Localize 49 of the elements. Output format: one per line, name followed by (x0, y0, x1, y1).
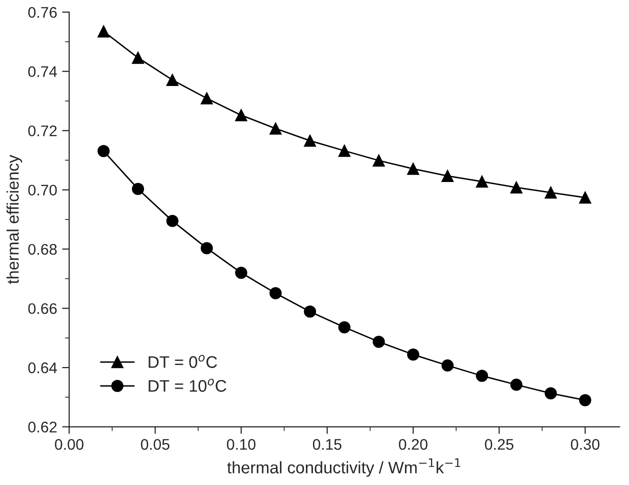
y-axis-title: thermal efficiency (6, 154, 22, 284)
point (441, 170, 454, 182)
y-tick-label: 0.70 (28, 184, 57, 196)
point (407, 348, 420, 361)
point (372, 336, 385, 348)
point (98, 25, 110, 38)
x-tick-label: 0.30 (570, 439, 600, 450)
point (304, 134, 316, 147)
y-tick-label: 0.62 (28, 422, 57, 432)
point (544, 186, 557, 199)
point (579, 394, 592, 406)
y-tick-label: 0.66 (28, 303, 57, 314)
point (132, 52, 144, 64)
point (372, 154, 385, 167)
x-tick-label: 0.00 (54, 439, 84, 450)
x-axis-title: thermal conductivity / Wm$^{−1}$k$^{−1}$ (227, 458, 460, 477)
y-tick-label: 0.64 (28, 362, 57, 374)
point (338, 321, 350, 334)
x-tick-label: 0.20 (398, 439, 428, 450)
point (235, 266, 248, 279)
point (270, 287, 282, 300)
y-tick-label: 0.76 (28, 6, 57, 18)
point (304, 306, 316, 318)
point (200, 92, 213, 104)
y-tick-label: 0.72 (28, 125, 57, 136)
point (510, 181, 522, 194)
point (270, 122, 282, 135)
x-tick-label: 0.15 (312, 439, 342, 450)
point (476, 175, 488, 188)
point (510, 378, 522, 391)
point (235, 109, 248, 122)
x-tick-label: 0.10 (226, 439, 256, 450)
y-tick-label: 0.68 (28, 244, 57, 255)
point (166, 214, 178, 228)
point (338, 144, 350, 157)
x-tick-label: 0.25 (484, 439, 514, 450)
point (200, 242, 213, 254)
point (544, 387, 557, 400)
point (407, 162, 420, 175)
point (98, 144, 110, 158)
y-tick-label: 0.74 (28, 66, 57, 78)
point (132, 182, 144, 196)
point (579, 191, 592, 204)
point (166, 74, 178, 86)
x-tick-label: 0.05 (140, 439, 170, 450)
legend-label: DT = 10$^{o}$C (148, 378, 226, 392)
point (441, 359, 454, 372)
legend-label: DT = 0$^{o}$C (148, 354, 217, 368)
point (476, 370, 488, 382)
